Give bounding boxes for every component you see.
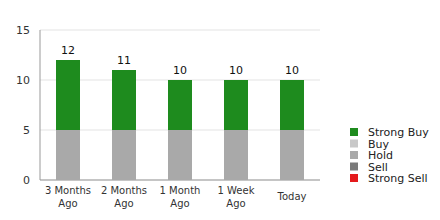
- legend-label: Strong Sell: [368, 172, 428, 185]
- x-tick-label-line: 3 Months: [45, 185, 91, 196]
- total-label: 10: [173, 64, 187, 77]
- x-tick-label-line: Ago: [114, 198, 133, 209]
- x-tick-label-line: 2 Months: [101, 185, 147, 196]
- bar-segment: [224, 130, 248, 180]
- bars: [56, 60, 304, 180]
- legend-swatch: [350, 174, 358, 182]
- legend-swatch: [350, 128, 358, 136]
- bar-segment: [280, 130, 304, 180]
- y-tick-label: 5: [23, 124, 30, 137]
- total-label: 12: [61, 44, 75, 57]
- bar-segment: [224, 80, 248, 130]
- x-tick-label: 1 Month Ago: [160, 185, 201, 209]
- y-tick-label: 10: [16, 74, 30, 87]
- y-axis: [40, 30, 41, 180]
- y-tick-label: 0: [23, 174, 30, 187]
- x-tick-label-line: 1 Week: [218, 185, 255, 196]
- x-tick-label-line: Ago: [170, 198, 189, 209]
- total-label: 10: [285, 64, 299, 77]
- x-tick-label-line: Ago: [226, 198, 245, 209]
- grid-line: [40, 30, 320, 31]
- chart: 05101512111010103 MonthsAgo2 MonthsAgo1 …: [0, 0, 440, 220]
- total-label: 11: [117, 54, 131, 67]
- x-tick-label-line: 1 Month: [160, 185, 201, 196]
- x-tick-label-line: Today: [277, 191, 307, 202]
- legend-swatch: [350, 163, 358, 171]
- bar-segment: [112, 130, 136, 180]
- bar-segment: [56, 130, 80, 180]
- bar-segment: [280, 80, 304, 130]
- x-tick-label: 2 Months Ago: [101, 185, 147, 209]
- total-label: 10: [229, 64, 243, 77]
- bar-segment: [56, 60, 80, 130]
- bar-segment: [168, 130, 192, 180]
- x-tick-label: Today: [277, 191, 307, 202]
- x-tick-label-line: Ago: [58, 198, 77, 209]
- x-tick-label: 3 Months Ago: [45, 185, 91, 209]
- x-tick-label: 1 Week Ago: [218, 185, 255, 209]
- y-tick-label: 15: [16, 24, 30, 37]
- legend-swatch: [350, 140, 358, 148]
- bar-segment: [168, 80, 192, 130]
- bar-segment: [112, 70, 136, 130]
- legend-swatch: [350, 151, 358, 159]
